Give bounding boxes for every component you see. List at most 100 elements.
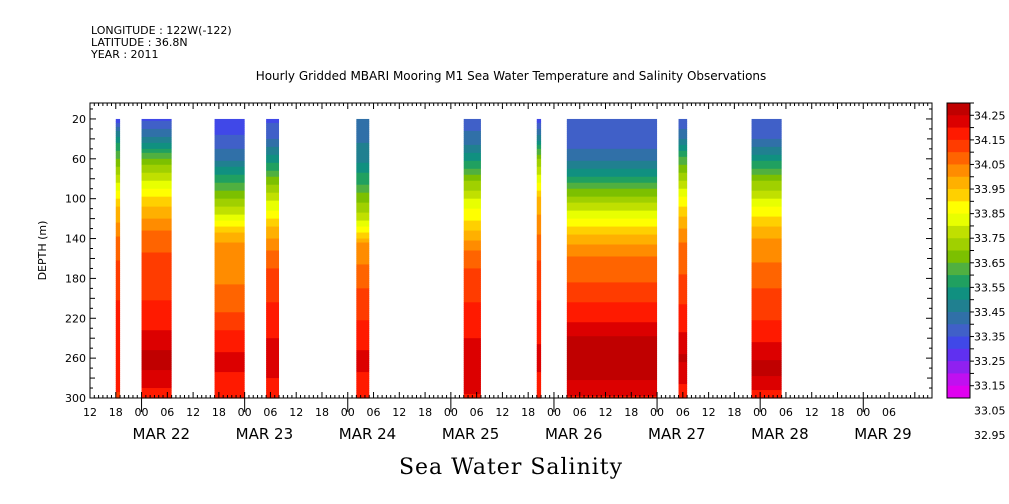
data-cell <box>536 312 542 315</box>
data-cell <box>356 176 370 180</box>
data-cell <box>356 188 370 192</box>
data-cell <box>751 324 782 327</box>
y-tick-label: 20 <box>72 113 86 126</box>
data-cell <box>356 312 370 315</box>
data-cell <box>115 364 121 367</box>
colorbar-swatch <box>947 299 970 313</box>
data-cell <box>266 130 280 134</box>
data-cell <box>266 122 280 126</box>
data-cell <box>566 300 658 303</box>
data-cell <box>566 264 658 268</box>
data-cell <box>356 338 370 341</box>
data-cell <box>266 188 280 192</box>
data-cell <box>356 226 370 230</box>
data-cell <box>463 214 481 218</box>
data-cell <box>536 150 542 154</box>
data-cell <box>356 358 370 361</box>
data-cell <box>463 392 481 395</box>
data-cell <box>536 134 542 138</box>
data-cell <box>141 260 172 264</box>
data-cell <box>141 212 172 216</box>
data-cell <box>463 262 481 266</box>
data-cell <box>141 282 172 285</box>
data-cell <box>678 382 688 385</box>
data-cell <box>115 374 121 377</box>
data-cell <box>566 316 658 319</box>
data-cell <box>751 296 782 299</box>
x-tick-label: 06 <box>263 406 277 419</box>
data-cell <box>566 268 658 272</box>
data-cell <box>566 272 658 276</box>
y-tick-label: 260 <box>65 352 86 365</box>
data-cell <box>536 238 542 242</box>
colorbar-border <box>946 102 971 399</box>
data-cell <box>751 244 782 248</box>
data-cell <box>266 218 280 222</box>
data-cell <box>463 222 481 226</box>
x-tick-label: 00 <box>341 406 355 419</box>
data-cell <box>463 138 481 142</box>
data-cell <box>356 364 370 367</box>
data-cell <box>266 136 280 140</box>
data-cell <box>115 308 121 311</box>
data-cell <box>141 304 172 307</box>
data-cell <box>214 168 245 172</box>
data-cell <box>536 206 542 210</box>
data-cell <box>678 168 688 172</box>
data-cell <box>536 144 542 148</box>
data-cell <box>266 144 280 148</box>
data-cell <box>463 176 481 180</box>
data-cell <box>678 130 688 134</box>
data-cell <box>141 222 172 226</box>
data-cell <box>536 260 542 264</box>
colorbar-swatch <box>947 225 970 239</box>
data-cell <box>463 198 481 202</box>
data-cell <box>266 126 280 130</box>
data-cell <box>566 320 658 323</box>
colorbar-swatch <box>947 201 970 215</box>
data-cell <box>115 312 121 315</box>
data-cell <box>356 140 370 144</box>
data-cell <box>266 192 280 196</box>
data-cell <box>751 298 782 301</box>
data-cell <box>463 300 481 303</box>
data-cell <box>115 358 121 361</box>
data-cell <box>678 150 688 154</box>
data-cell <box>566 368 658 371</box>
data-cell <box>536 350 542 353</box>
data-cell <box>536 224 542 228</box>
data-cell <box>751 164 782 168</box>
data-cell <box>463 328 481 331</box>
data-cell <box>214 366 245 369</box>
data-cell <box>141 326 172 329</box>
data-cell <box>536 142 542 146</box>
data-cell <box>356 128 370 132</box>
data-cell <box>463 340 481 343</box>
data-cell <box>678 298 688 301</box>
data-cell <box>751 350 782 353</box>
data-cell <box>678 142 688 146</box>
data-cell <box>356 194 370 198</box>
data-cell <box>751 120 782 124</box>
data-cell <box>463 324 481 327</box>
data-cell <box>566 312 658 315</box>
data-cell <box>115 382 121 385</box>
data-cell <box>115 196 121 200</box>
data-cell <box>115 222 121 226</box>
data-cell <box>751 266 782 270</box>
data-cell <box>536 264 542 268</box>
data-cell <box>141 286 172 289</box>
data-cell <box>115 318 121 321</box>
data-cell <box>214 356 245 359</box>
data-cell <box>463 276 481 279</box>
data-cell <box>356 296 370 299</box>
data-cell <box>356 138 370 142</box>
data-cell <box>141 126 172 130</box>
data-cell <box>751 276 782 279</box>
data-cell <box>566 374 658 377</box>
data-cell <box>356 368 370 371</box>
data-cell <box>141 310 172 313</box>
data-cell <box>678 134 688 138</box>
data-cell <box>566 158 658 162</box>
data-cell <box>266 148 280 152</box>
